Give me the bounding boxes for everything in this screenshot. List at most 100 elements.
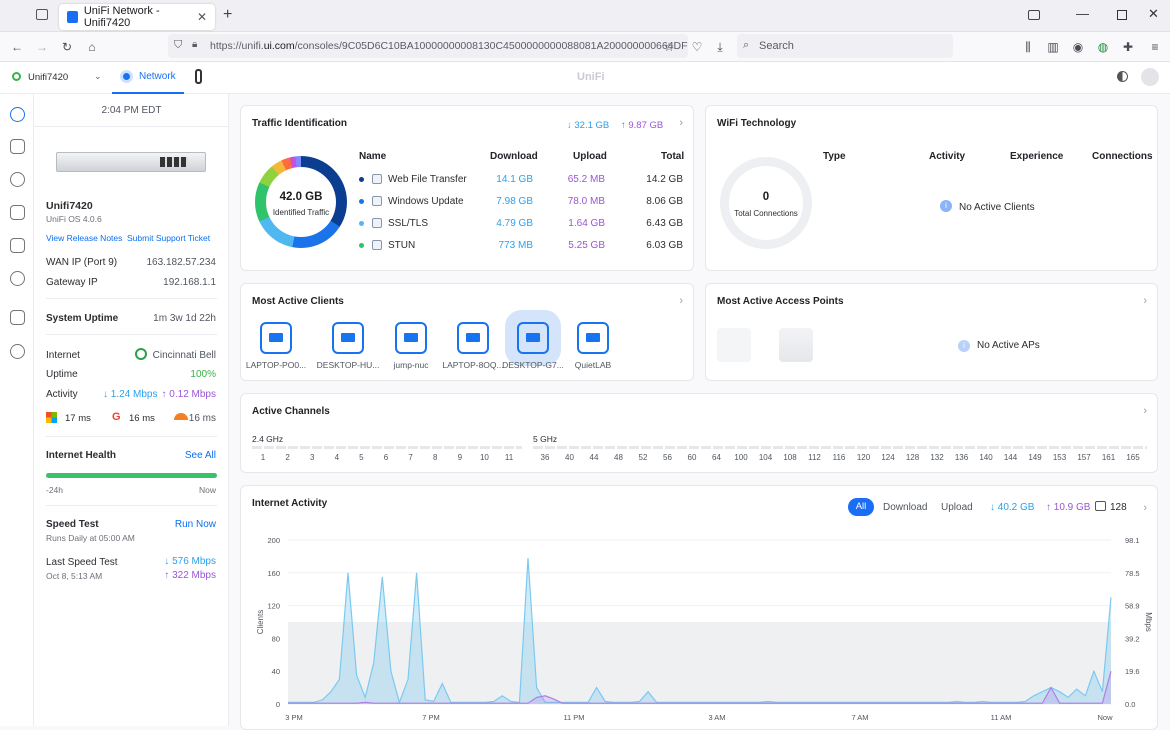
y2-tick-label: 0.0 — [1125, 700, 1135, 709]
app-icon — [372, 196, 382, 206]
menu-icon[interactable]: ≡ — [1151, 40, 1159, 54]
traffic-row-total: 6.03 GB — [646, 240, 683, 251]
search-input[interactable]: ⌕ Search — [737, 34, 953, 58]
maximize-window-button[interactable] — [1117, 10, 1127, 20]
account-icon[interactable]: ◉ — [1072, 40, 1084, 54]
devices-icon[interactable] — [10, 172, 25, 187]
most-active-aps-card[interactable]: Most Active Access Points › i No Active … — [705, 283, 1158, 381]
puzzle-icon[interactable]: ✚ — [1122, 40, 1134, 54]
insights-icon[interactable] — [10, 271, 25, 286]
traffic-total-upload: ↑ 9.87 GB — [621, 120, 664, 131]
card-title: Most Active Access Points — [717, 296, 844, 307]
console-selector[interactable]: Unifi7420 — [28, 72, 69, 83]
chevron-right-icon[interactable]: › — [1143, 502, 1147, 514]
band-24-label: 2.4 GHz — [252, 434, 284, 444]
y-tick-label: 0 — [276, 700, 280, 709]
chevron-right-icon[interactable]: › — [679, 117, 683, 129]
theme-toggle-icon[interactable] — [1117, 71, 1128, 82]
traffic-identification-card[interactable]: Traffic Identification ↓ 32.1 GB ↑ 9.87 … — [240, 105, 694, 271]
close-tab-icon[interactable]: ✕ — [196, 10, 207, 24]
back-button[interactable]: ← — [11, 40, 23, 54]
home-button[interactable]: ⌂ — [88, 40, 96, 54]
console-status-dot-icon — [12, 72, 21, 81]
chevron-right-icon[interactable]: › — [679, 295, 683, 307]
dashboard-icon[interactable] — [10, 107, 25, 122]
client-item[interactable]: DESKTOP-G7... — [500, 322, 566, 370]
see-all-link[interactable]: See All — [184, 450, 216, 461]
chevron-right-icon[interactable]: › — [1143, 295, 1147, 307]
filter-upload-button[interactable]: Upload — [941, 502, 973, 513]
internet-activity-card[interactable]: Internet Activity All Download Upload ↓ … — [240, 485, 1158, 730]
traffic-row-download: 14.1 GB — [496, 174, 533, 185]
latency-cloudflare: 16 ms — [188, 413, 216, 424]
channel-number: 52 — [638, 453, 648, 462]
logs-icon[interactable] — [10, 310, 25, 325]
channel-number: 8 — [432, 453, 438, 462]
support-ticket-link[interactable]: Submit Support Ticket — [127, 233, 211, 243]
clients-icon[interactable] — [10, 205, 25, 220]
channel-number: 4 — [334, 453, 340, 462]
uptime-percent: 100% — [190, 369, 216, 380]
tab-overview-icon[interactable] — [1028, 10, 1040, 20]
tab-list-icon[interactable] — [36, 9, 48, 20]
reload-button[interactable]: ↻ — [61, 40, 73, 54]
gateway-device-image — [56, 152, 206, 172]
channel-number: 100 — [734, 453, 748, 462]
browser-tab-active[interactable]: UniFi Network - Unifi7420 ✕ — [59, 4, 215, 30]
gateway-ip-label: Gateway IP — [46, 277, 98, 288]
chevron-down-icon[interactable]: ⌄ — [94, 71, 102, 81]
card-title: Active Channels — [252, 406, 330, 417]
gateway-ip-value: 192.168.1.1 — [163, 277, 216, 288]
forward-button[interactable]: → — [36, 40, 48, 54]
topology-icon[interactable] — [10, 139, 25, 154]
y-tick-label: 200 — [267, 536, 280, 545]
donut-center-label: Identified Traffic — [272, 208, 330, 217]
library-icon[interactable]: ⫼ — [1025, 40, 1031, 54]
unifi-favicon-icon — [67, 11, 78, 23]
avatar[interactable] — [1141, 68, 1159, 86]
channel-number: 108 — [783, 453, 797, 462]
y-tick-label: 80 — [272, 634, 280, 643]
activity-label: Activity — [46, 389, 78, 400]
downloads-icon[interactable]: ⤓ — [717, 40, 723, 54]
health-range-start: -24h — [46, 485, 64, 495]
url-prefix: https://unifi. — [210, 40, 264, 52]
pocket-icon[interactable]: ♡ — [691, 40, 703, 54]
search-placeholder: Search — [759, 40, 794, 52]
client-item[interactable]: LAPTOP-8OQ... — [440, 322, 506, 370]
health-range-end: Now — [198, 485, 216, 495]
traffic-row-upload: 65.2 MB — [567, 174, 605, 185]
url-field[interactable]: ⛉ 🔒︎ https://unifi.ui.com/consoles/9C05D… — [168, 34, 688, 58]
run-now-button[interactable]: Run Now — [174, 519, 216, 530]
release-notes-link[interactable]: View Release Notes — [46, 233, 123, 243]
extension-green-icon[interactable]: ◍ — [1097, 40, 1109, 54]
client-item[interactable]: QuietLAB — [560, 322, 626, 370]
channel-number: 157 — [1077, 453, 1091, 462]
new-tab-button[interactable]: + — [223, 6, 233, 23]
navigation-toolbar: ← → ↻ ⌂ ⛉ 🔒︎ https://unifi.ui.com/consol… — [0, 32, 1170, 62]
filter-all-button[interactable]: All — [848, 498, 874, 516]
latency-google: 16 ms — [129, 413, 155, 424]
settings-gear-icon[interactable] — [10, 344, 25, 359]
minimize-window-button[interactable]: — — [1076, 6, 1089, 21]
client-item[interactable]: jump-nuc — [378, 322, 444, 370]
extensions-grid-icon[interactable]: ▥ — [1047, 40, 1059, 54]
no-active-aps: No Active APs — [977, 340, 1040, 351]
wifi-technology-card[interactable]: WiFi Technology 0 Total Connections Type… — [705, 105, 1158, 271]
close-window-button[interactable]: ✕ — [1148, 6, 1159, 21]
y2-tick-label: 78.5 — [1125, 569, 1140, 578]
statistics-icon[interactable] — [10, 238, 25, 253]
activity-download: ↓ 1.24 Mbps — [103, 389, 158, 400]
network-app-tab[interactable]: Network — [139, 71, 176, 82]
unifi-brand: UniFi — [577, 71, 605, 83]
y2-axis-label: Mbps — [1144, 612, 1153, 632]
client-item[interactable]: LAPTOP-PO0... — [243, 322, 309, 370]
filter-download-button[interactable]: Download — [883, 502, 928, 513]
client-item[interactable]: DESKTOP-HU... — [315, 322, 381, 370]
device-app-icon[interactable] — [195, 69, 202, 84]
chevron-right-icon[interactable]: › — [1143, 405, 1147, 417]
app-icon — [372, 174, 382, 184]
client-device-icon — [260, 322, 292, 354]
bookmark-star-icon[interactable]: ☆ — [663, 40, 675, 54]
